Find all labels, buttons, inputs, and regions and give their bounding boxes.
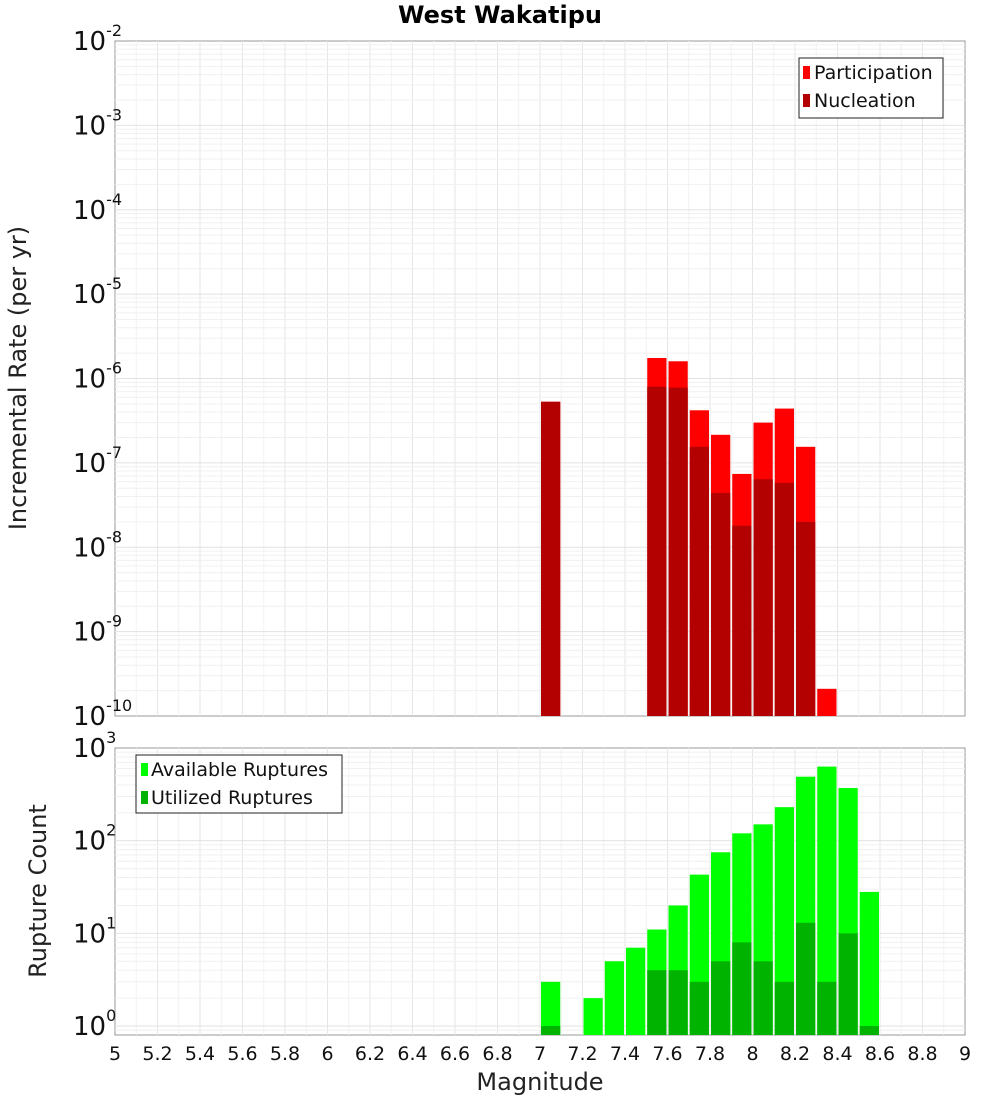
utilized-ruptures-bar bbox=[711, 961, 731, 1035]
top-plot-grid bbox=[115, 41, 965, 716]
legend-nucleation-label: Nucleation bbox=[814, 90, 916, 112]
x-ticks: 5 5.2 5.4 5.6 5.8 6 6.2 6.4 6.6 6.8 7 7.2 7.4 7.6 7.8 8… bbox=[109, 1043, 971, 1065]
available-ruptures-bar bbox=[774, 807, 794, 1035]
bottom-legend-box bbox=[135, 754, 343, 814]
utilized-ruptures-bar bbox=[774, 981, 794, 1035]
x-tick-label: 5 bbox=[109, 1043, 121, 1065]
x-tick-label: 6.2 bbox=[355, 1043, 385, 1065]
nucleation-bar bbox=[689, 446, 709, 716]
legend-participation-label: Participation bbox=[814, 62, 933, 84]
nucleation-bar bbox=[732, 525, 752, 716]
x-tick-label: 8.8 bbox=[907, 1043, 937, 1065]
available-ruptures-bar bbox=[817, 766, 837, 1035]
utilized-ruptures-bar bbox=[817, 981, 837, 1035]
nucleation-bar bbox=[711, 492, 731, 716]
x-tick-label: 7.4 bbox=[610, 1043, 640, 1065]
utilized-ruptures-bar bbox=[838, 933, 858, 1035]
x-tick-label: 7.6 bbox=[652, 1043, 682, 1065]
top-y-tick-label: 10-6 bbox=[73, 359, 122, 395]
legend-utilized-swatch bbox=[141, 791, 148, 804]
available-ruptures-bar bbox=[626, 947, 646, 1035]
utilized-ruptures-bar bbox=[689, 981, 709, 1035]
chart-title: West Wakatipu bbox=[398, 1, 602, 29]
legend-participation-swatch bbox=[803, 66, 810, 79]
x-tick-label: 7 bbox=[534, 1043, 546, 1065]
bottom-y-axis-label: Rupture Count bbox=[24, 804, 52, 978]
top-plot-bars bbox=[541, 357, 837, 716]
top-y-tick-label: 10-4 bbox=[73, 190, 122, 226]
x-tick-label: 8.4 bbox=[822, 1043, 852, 1065]
utilized-ruptures-bar bbox=[668, 970, 688, 1035]
x-tick-label: 5.2 bbox=[142, 1043, 172, 1065]
available-ruptures-bar bbox=[859, 891, 879, 1035]
x-tick-label: 6 bbox=[321, 1043, 333, 1065]
nucleation-bar bbox=[647, 386, 667, 716]
top-y-axis-label: Incremental Rate (per yr) bbox=[4, 226, 32, 530]
top-y-tick-label: 10-9 bbox=[73, 612, 122, 648]
top-y-ticks: 10-2 10-3 10-4 10-5 10-6 10-7 10-8 10-9 10-10 bbox=[73, 21, 132, 732]
bottom-plot: 103 102 101 100 Rupture Count Available Rup… bbox=[24, 728, 966, 1042]
x-tick-label: 7.2 bbox=[567, 1043, 597, 1065]
top-plot: 10-2 10-3 10-4 10-5 10-6 10-7 10-8 10-9 10-10 In… bbox=[4, 21, 966, 732]
x-tick-label: 5.4 bbox=[185, 1043, 215, 1065]
utilized-ruptures-bar bbox=[753, 961, 773, 1035]
bottom-legend: Available Ruptures Utilized Ruptures bbox=[135, 754, 343, 814]
bottom-y-tick-label: 100 bbox=[73, 1006, 116, 1042]
bottom-y-tick-label: 103 bbox=[73, 728, 116, 764]
bottom-y-tick-label: 102 bbox=[73, 821, 116, 857]
utilized-ruptures-bar bbox=[796, 922, 816, 1035]
available-ruptures-bar bbox=[583, 998, 603, 1035]
top-y-tick-label: 10-7 bbox=[73, 443, 122, 479]
utilized-ruptures-bar bbox=[732, 942, 752, 1035]
utilized-ruptures-bar bbox=[647, 970, 667, 1035]
nucleation-bar bbox=[668, 387, 688, 716]
top-y-tick-label: 10-3 bbox=[73, 105, 122, 141]
available-ruptures-bar bbox=[541, 981, 561, 1035]
top-y-tick-label: 10-8 bbox=[73, 527, 122, 563]
x-tick-label: 7.8 bbox=[695, 1043, 725, 1065]
x-tick-label: 6.6 bbox=[440, 1043, 470, 1065]
x-tick-label: 5.6 bbox=[227, 1043, 257, 1065]
legend-available-swatch bbox=[141, 763, 148, 776]
legend-available-label: Available Ruptures bbox=[151, 759, 328, 781]
top-legend-box bbox=[798, 57, 944, 119]
top-legend: Participation Nucleation bbox=[798, 57, 944, 119]
x-tick-label: 8 bbox=[746, 1043, 758, 1065]
participation-bar bbox=[817, 688, 837, 716]
x-tick-label: 5.8 bbox=[270, 1043, 300, 1065]
utilized-ruptures-bar bbox=[859, 1026, 879, 1035]
nucleation-bar bbox=[774, 482, 794, 716]
x-tick-label: 8.2 bbox=[780, 1043, 810, 1065]
x-tick-label: 9 bbox=[959, 1043, 971, 1065]
top-y-tick-label: 10-5 bbox=[73, 274, 122, 310]
x-tick-label: 8.6 bbox=[865, 1043, 895, 1065]
x-tick-label: 6.4 bbox=[397, 1043, 427, 1065]
legend-utilized-label: Utilized Ruptures bbox=[151, 787, 313, 809]
nucleation-bar bbox=[796, 521, 816, 716]
bottom-y-ticks: 103 102 101 100 bbox=[73, 728, 116, 1042]
top-y-tick-label: 10-10 bbox=[73, 696, 132, 732]
available-ruptures-bar bbox=[604, 961, 624, 1035]
nucleation-bar bbox=[753, 479, 773, 716]
legend-nucleation-swatch bbox=[803, 94, 810, 107]
x-tick-label: 6.8 bbox=[482, 1043, 512, 1065]
nucleation-bar bbox=[541, 401, 561, 716]
bottom-y-tick-label: 101 bbox=[73, 913, 116, 949]
x-axis-label: Magnitude bbox=[476, 1068, 603, 1096]
bottom-plot-bars bbox=[541, 766, 879, 1035]
top-y-tick-label: 10-2 bbox=[73, 21, 122, 57]
utilized-ruptures-bar bbox=[541, 1026, 561, 1035]
bottom-plot-grid bbox=[115, 748, 965, 1035]
